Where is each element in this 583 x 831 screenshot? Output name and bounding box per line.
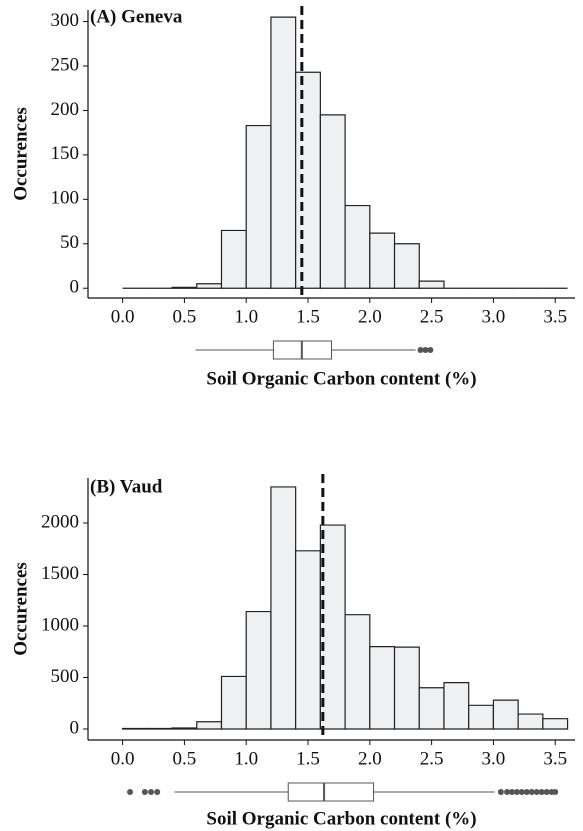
- histogram-bar: [245, 610, 272, 730]
- histogram-bar: [369, 232, 396, 289]
- histogram-bar: [393, 646, 420, 730]
- y-tick-label: 2000: [41, 511, 79, 532]
- histogram-bar: [220, 675, 247, 730]
- y-tick-label: 250: [51, 54, 80, 75]
- panel-title: (A) Geneva: [90, 6, 183, 27]
- outlier: [552, 789, 559, 795]
- x-tick-label: 0.5: [173, 306, 197, 327]
- histogram-bar: [220, 229, 247, 289]
- y-tick-label: 50: [60, 232, 79, 253]
- histogram-bar: [319, 114, 346, 289]
- histogram-bar: [418, 687, 445, 730]
- histogram-bar: [196, 721, 223, 730]
- outlier: [497, 789, 504, 795]
- histogram-bar: [171, 727, 198, 730]
- outlier: [148, 789, 155, 795]
- histogram-bar: [245, 124, 272, 289]
- x-axis-label: Soil Organic Carbon content (%): [206, 808, 476, 829]
- outlier: [422, 347, 429, 353]
- histogram-bar: [295, 550, 321, 730]
- x-tick-label: 0.5: [173, 748, 197, 769]
- y-tick-label: 150: [51, 143, 80, 164]
- outlier: [533, 789, 540, 795]
- x-tick-label: 3.0: [482, 306, 506, 327]
- y-tick-label: 100: [51, 188, 80, 209]
- panel-title: (B) Vaud: [90, 476, 163, 497]
- y-tick-label: 1500: [41, 563, 79, 584]
- y-tick-label: 300: [51, 10, 80, 31]
- y-tick-label: 0: [70, 277, 80, 298]
- outlier: [141, 789, 148, 795]
- y-axis-label: Occurences: [10, 562, 31, 656]
- outlier: [538, 789, 545, 795]
- histogram-bar: [196, 283, 223, 289]
- outlier: [508, 789, 515, 795]
- outlier: [543, 789, 550, 795]
- box: [287, 782, 375, 802]
- outlier: [427, 347, 434, 353]
- outlier: [417, 347, 424, 353]
- y-tick-label: 500: [51, 666, 80, 687]
- x-tick-label: 1.0: [234, 306, 258, 327]
- x-tick-label: 2.0: [358, 748, 382, 769]
- x-tick-label: 3.0: [482, 748, 506, 769]
- x-tick-label: 3.5: [543, 748, 567, 769]
- histogram-bar: [295, 71, 321, 289]
- x-tick-label: 0.0: [111, 748, 135, 769]
- outlier: [154, 789, 161, 795]
- x-tick-label: 2.0: [358, 306, 382, 327]
- histogram-bar: [344, 614, 371, 730]
- histogram-bar: [393, 243, 420, 289]
- outlier: [518, 789, 525, 795]
- x-tick-label: 0.0: [111, 306, 135, 327]
- histogram-bar: [468, 704, 495, 730]
- histogram-bar: [171, 286, 198, 289]
- x-tick-label: 1.5: [296, 748, 320, 769]
- histogram-bar: [418, 280, 445, 289]
- y-axis-label: Occurences: [10, 107, 31, 201]
- histogram-bar: [443, 682, 470, 730]
- y-tick-label: 0: [70, 717, 80, 738]
- histogram-bar: [542, 718, 569, 730]
- x-tick-label: 1.0: [234, 748, 258, 769]
- histogram-bar: [270, 486, 297, 730]
- histogram-bar: [344, 204, 371, 289]
- y-tick-label: 1000: [41, 614, 79, 635]
- histogram-bar: [122, 727, 148, 730]
- outlier: [523, 789, 530, 795]
- x-tick-label: 3.5: [543, 306, 567, 327]
- histogram-bar: [270, 16, 297, 289]
- x-tick-label: 1.5: [296, 306, 320, 327]
- histogram-bar: [319, 524, 346, 730]
- x-tick-label: 2.5: [420, 306, 444, 327]
- outlier: [528, 789, 535, 795]
- y-tick-label: 200: [51, 99, 80, 120]
- outlier: [127, 789, 134, 795]
- x-axis-label: Soil Organic Carbon content (%): [206, 368, 476, 389]
- histogram-bar: [146, 727, 173, 730]
- histogram-bar: [517, 713, 544, 730]
- outlier: [513, 789, 520, 795]
- outlier: [504, 789, 511, 795]
- x-tick-label: 2.5: [420, 748, 444, 769]
- histogram-bar: [492, 699, 519, 730]
- histogram-bar: [369, 645, 396, 730]
